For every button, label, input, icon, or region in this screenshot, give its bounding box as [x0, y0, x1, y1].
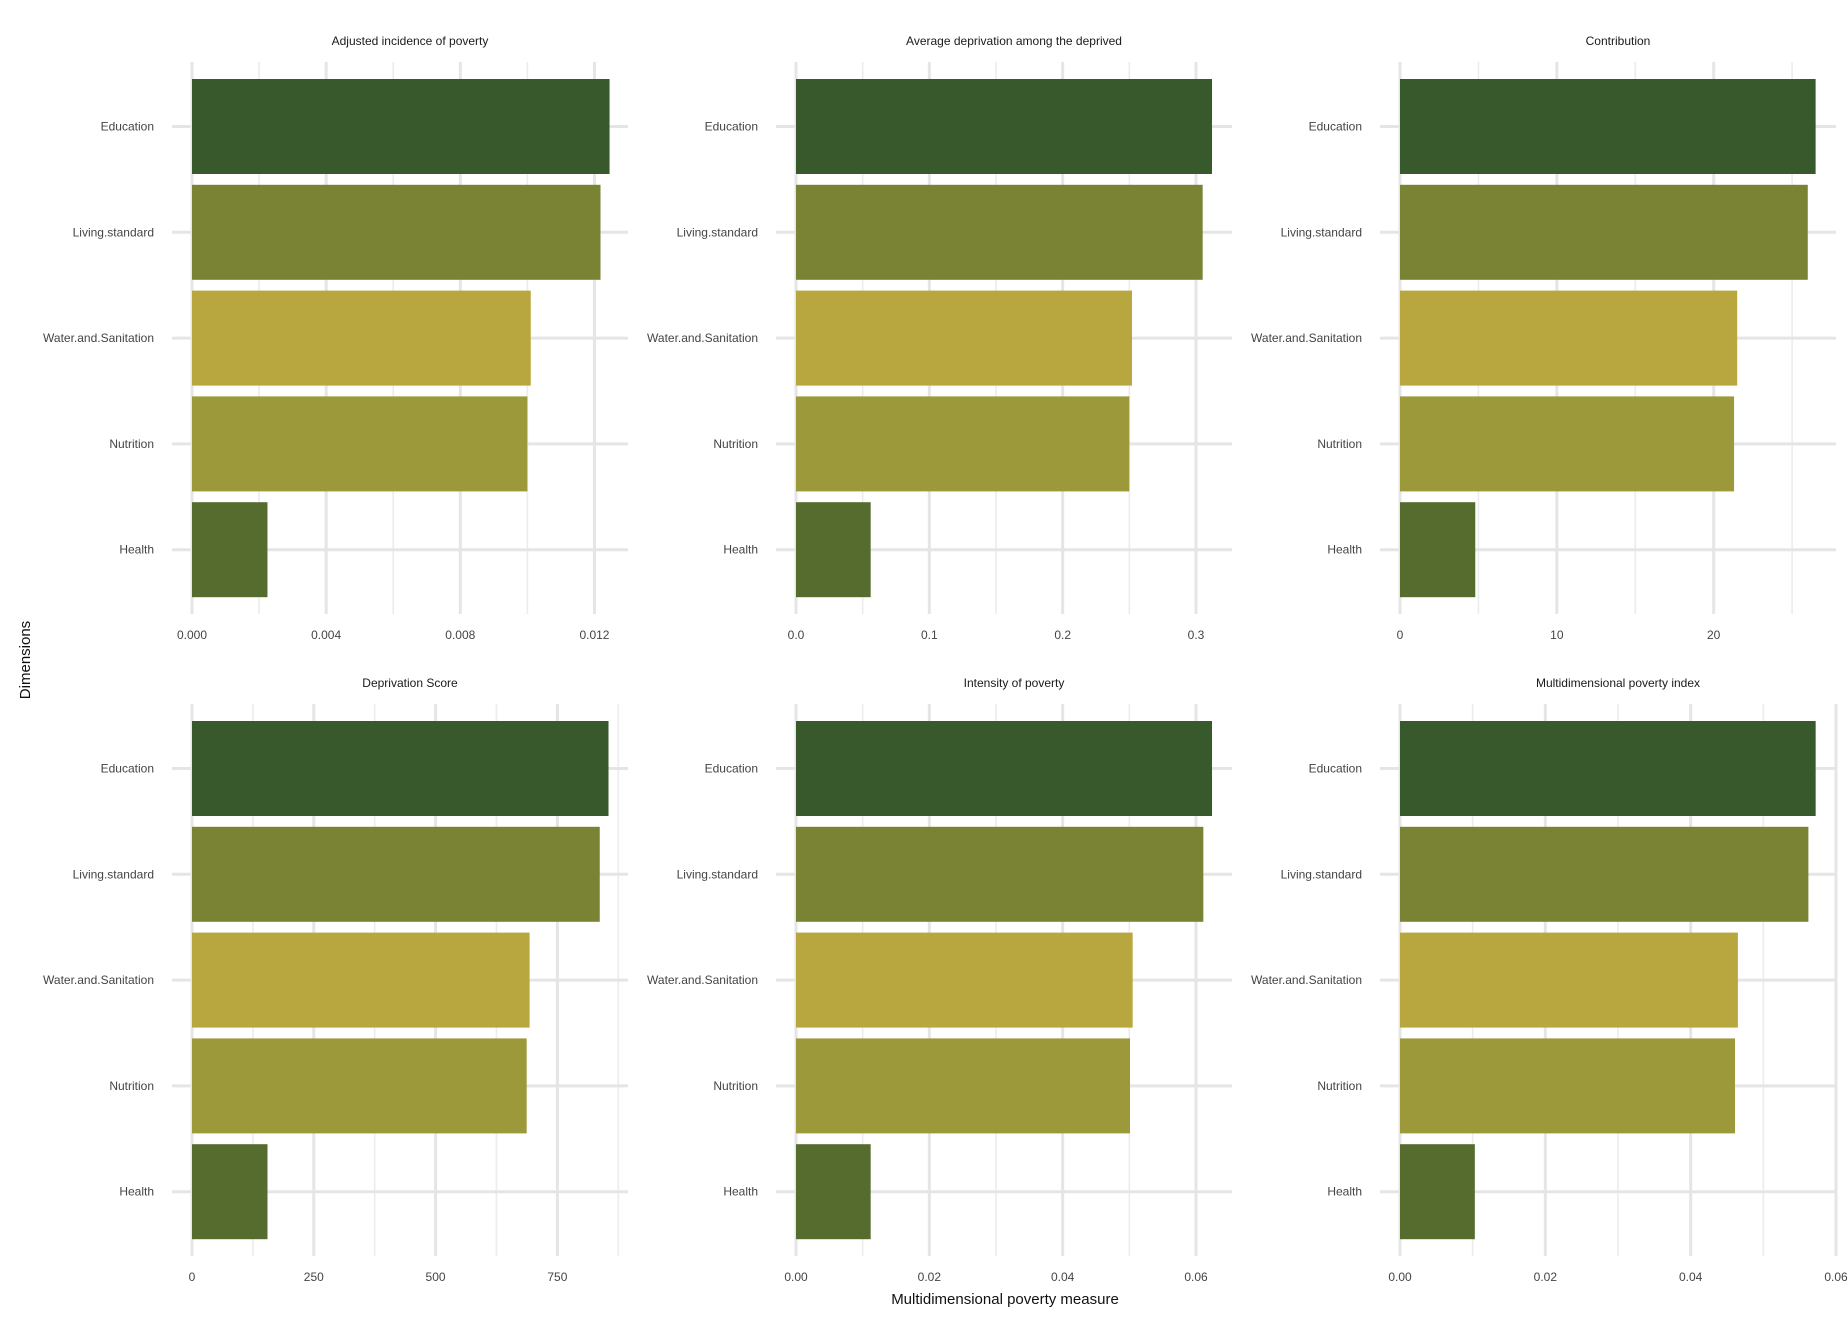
- x-tick-label: 250: [304, 1270, 324, 1284]
- bar-living-standard: [1400, 184, 1808, 280]
- x-tick-label: 0: [1397, 628, 1404, 642]
- category-label: Water.and.Sanitation: [647, 331, 758, 345]
- x-tick-label: 0.00: [1388, 1270, 1412, 1284]
- category-label: Living.standard: [73, 867, 154, 881]
- category-label: Education: [1309, 762, 1362, 776]
- bar-water-and-sanitation: [1400, 290, 1738, 386]
- panel-title: Multidimensional poverty index: [1536, 676, 1700, 690]
- bar-health: [192, 1144, 268, 1240]
- x-tick-label: 0.06: [1184, 1270, 1208, 1284]
- category-label: Water.and.Sanitation: [43, 331, 154, 345]
- category-label: Education: [705, 762, 758, 776]
- bar-water-and-sanitation: [192, 932, 530, 1028]
- x-tick-label: 0.02: [918, 1270, 942, 1284]
- category-label: Water.and.Sanitation: [1251, 331, 1362, 345]
- category-label: Nutrition: [1317, 1079, 1362, 1093]
- x-tick-label: 0.06: [1824, 1270, 1848, 1284]
- category-label: Living.standard: [1281, 225, 1362, 239]
- bar-education: [796, 721, 1212, 816]
- bar-water-and-sanitation: [796, 932, 1133, 1028]
- x-tick-label: 0.012: [579, 628, 609, 642]
- bar-health: [796, 1144, 871, 1240]
- x-tick-label: 0.000: [177, 628, 207, 642]
- bar-education: [192, 79, 610, 174]
- x-axis-title: Multidimensional poverty measure: [891, 1291, 1119, 1308]
- x-tick-label: 0.04: [1679, 1270, 1703, 1284]
- bar-education: [1400, 79, 1816, 174]
- facet-panel: Education Living.standard Water.and.Sanita…: [647, 34, 1232, 642]
- category-label: Living.standard: [1281, 867, 1362, 881]
- x-tick-label: 0.1: [921, 628, 938, 642]
- category-label: Health: [1327, 543, 1362, 557]
- bar-education: [1400, 721, 1816, 816]
- bar-health: [1400, 1144, 1475, 1240]
- bar-water-and-sanitation: [796, 290, 1132, 386]
- category-label: Living.standard: [73, 225, 154, 239]
- category-label: Nutrition: [713, 1079, 758, 1093]
- x-tick-label: 0.2: [1054, 628, 1071, 642]
- panel-title: Average deprivation among the deprived: [906, 34, 1122, 48]
- bar-nutrition: [796, 396, 1130, 492]
- category-label: Health: [723, 1185, 758, 1199]
- bar-living-standard: [192, 184, 601, 280]
- bar-nutrition: [1400, 396, 1735, 492]
- category-label: Nutrition: [109, 1079, 154, 1093]
- x-tick-label: 0.02: [1534, 1270, 1558, 1284]
- bar-nutrition: [796, 1038, 1130, 1134]
- category-label: Education: [705, 120, 758, 134]
- bar-water-and-sanitation: [1400, 932, 1738, 1028]
- category-label: Nutrition: [1317, 437, 1362, 451]
- bar-nutrition: [192, 396, 528, 492]
- category-label: Education: [101, 120, 154, 134]
- category-label: Living.standard: [677, 225, 758, 239]
- x-tick-label: 0.0: [788, 628, 805, 642]
- bar-living-standard: [796, 184, 1203, 280]
- category-label: Education: [1309, 120, 1362, 134]
- facet-panel: Education Living.standard Water.and.Sanita…: [1251, 676, 1848, 1284]
- category-label: Education: [101, 762, 154, 776]
- bar-health: [796, 502, 871, 598]
- panel-title: Deprivation Score: [362, 676, 458, 690]
- x-tick-label: 10: [1550, 628, 1564, 642]
- category-label: Health: [119, 543, 154, 557]
- category-label: Nutrition: [713, 437, 758, 451]
- category-label: Living.standard: [677, 867, 758, 881]
- x-tick-label: 0.004: [311, 628, 341, 642]
- panel-title: Adjusted incidence of poverty: [332, 34, 489, 48]
- bar-health: [1400, 502, 1476, 598]
- x-tick-label: 0.04: [1051, 1270, 1075, 1284]
- category-label: Health: [1327, 1185, 1362, 1199]
- panel-title: Intensity of poverty: [964, 676, 1065, 690]
- facet-panel: Education Living.standard Water.and.Sanita…: [43, 676, 628, 1284]
- x-tick-label: 0.00: [784, 1270, 808, 1284]
- x-tick-label: 750: [547, 1270, 567, 1284]
- category-label: Health: [119, 1185, 154, 1199]
- bar-living-standard: [796, 826, 1204, 922]
- category-label: Water.and.Sanitation: [647, 973, 758, 987]
- x-tick-label: 0.008: [445, 628, 475, 642]
- bar-living-standard: [1400, 826, 1809, 922]
- bar-water-and-sanitation: [192, 290, 531, 386]
- panel-title: Contribution: [1586, 34, 1651, 48]
- facet-panel: Education Living.standard Water.and.Sanita…: [647, 676, 1232, 1284]
- facet-panel: Education Living.standard Water.and.Sanita…: [1251, 34, 1836, 642]
- bar-nutrition: [1400, 1038, 1735, 1134]
- category-label: Health: [723, 543, 758, 557]
- bar-education: [796, 79, 1212, 174]
- bar-education: [192, 721, 609, 816]
- category-label: Water.and.Sanitation: [43, 973, 154, 987]
- bar-health: [192, 502, 268, 598]
- x-tick-label: 500: [426, 1270, 446, 1284]
- x-tick-label: 0.3: [1188, 628, 1205, 642]
- x-tick-label: 0: [189, 1270, 196, 1284]
- category-label: Water.and.Sanitation: [1251, 973, 1362, 987]
- bar-nutrition: [192, 1038, 527, 1134]
- facet-panel: Education Living.standard Water.and.Sanita…: [43, 34, 628, 642]
- bar-living-standard: [192, 826, 600, 922]
- x-tick-label: 20: [1707, 628, 1721, 642]
- category-label: Nutrition: [109, 437, 154, 451]
- y-axis-title: Dimensions: [17, 621, 34, 699]
